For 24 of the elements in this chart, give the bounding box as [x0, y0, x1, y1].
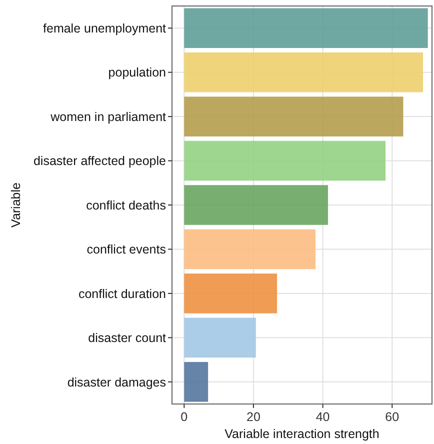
y-axis-title: Variable: [9, 182, 23, 228]
x-tick-label: 0: [180, 410, 188, 424]
bar: [184, 362, 208, 402]
bar: [184, 52, 423, 92]
y-tick-label: female unemployment: [43, 21, 167, 36]
y-tick-label: disaster damages: [67, 375, 166, 390]
bar: [184, 229, 316, 270]
y-tick-label: conflict duration: [78, 286, 166, 301]
y-tick-label: disaster count: [88, 331, 167, 346]
y-tick-label: disaster affected people: [33, 154, 166, 168]
bar: [184, 96, 404, 136]
y-tick-label: conflict events: [86, 242, 166, 257]
x-tick-label: 20: [246, 410, 260, 424]
bar: [184, 140, 386, 181]
bar: [184, 318, 256, 358]
bar: [184, 185, 328, 225]
bar: [184, 274, 278, 314]
x-axis-title: Variable interaction strength: [224, 427, 380, 441]
y-tick-label: women in parliament: [50, 110, 167, 124]
y-tick-label: conflict deaths: [86, 198, 166, 212]
x-tick-label: 60: [385, 410, 400, 424]
y-tick-label: population: [108, 66, 166, 80]
x-tick-label: 40: [316, 410, 330, 424]
bar: [184, 8, 428, 48]
